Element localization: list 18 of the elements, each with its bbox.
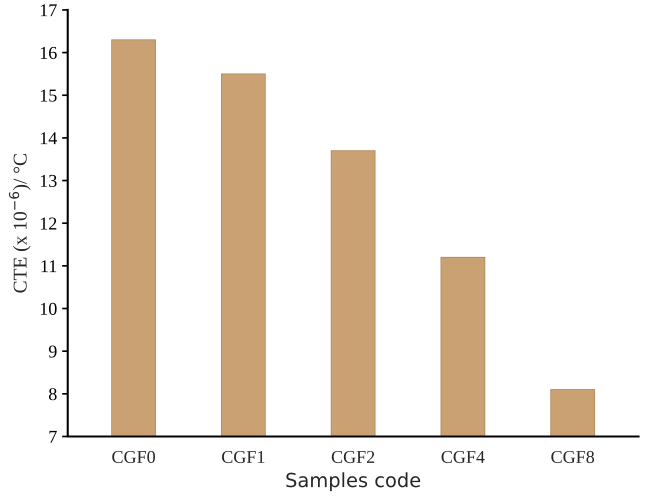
x-tick-label: CGF4 (442, 450, 485, 464)
x-tick-label: CGF2 (332, 450, 374, 464)
y-tick-label: 12 (40, 218, 56, 230)
y-tick-label: 10 (40, 302, 57, 315)
y-tick-label: 9 (48, 345, 57, 358)
y-tick-label: 13 (40, 174, 57, 187)
y-tick-label: 17 (40, 4, 57, 16)
y-tick-label: 16 (40, 46, 57, 60)
y-axis-title: CTE (x 10$^{−6}$)/ °C (8, 154, 31, 293)
y-tick-label: 7 (49, 430, 57, 443)
y-tick-label: 15 (40, 90, 57, 102)
y-tick-label: 11 (42, 260, 56, 272)
y-tick-label: 14 (40, 132, 58, 144)
y-tick-label: 8 (48, 388, 57, 400)
x-tick-label: CGF1 (222, 450, 264, 464)
x-tick-label: CGF8 (551, 450, 594, 464)
x-tick-label: CGF0 (112, 450, 155, 464)
x-axis-title: Samples code (286, 472, 420, 492)
